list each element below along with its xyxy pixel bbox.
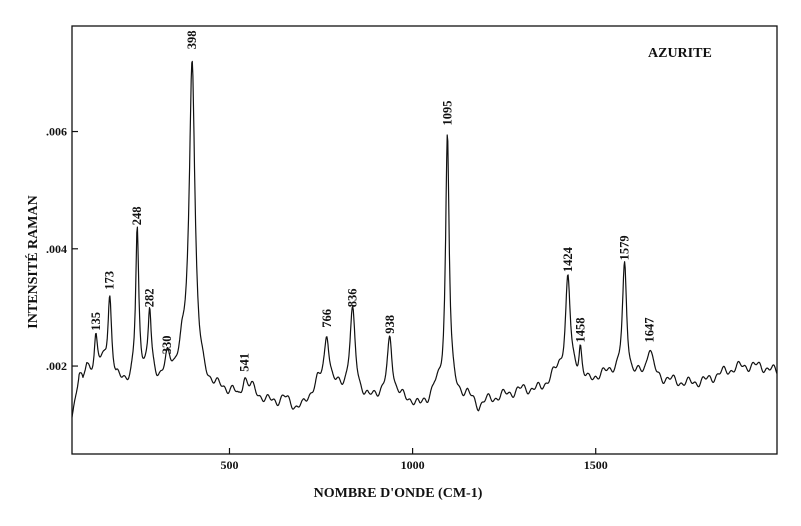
peak-label: 836 [346, 289, 360, 308]
y-tick-label: .006 [46, 125, 67, 139]
peak-label: 1095 [440, 101, 454, 126]
peak-label: 938 [383, 315, 397, 334]
peak-label: 1647 [643, 318, 657, 343]
peak-label: 282 [143, 289, 157, 308]
plot-frame [71, 25, 778, 455]
peak-label: 330 [160, 335, 174, 354]
x-tick-label: 1500 [584, 458, 608, 472]
peak-label: 173 [103, 271, 117, 290]
y-axis: .002 .004 .006 [46, 125, 78, 373]
x-axis: 500 1000 1500 [220, 448, 608, 472]
chart-title: AZURITE [648, 46, 712, 61]
x-tick-label: 1000 [401, 458, 425, 472]
y-tick-label: .002 [46, 359, 67, 373]
y-tick-label: .004 [46, 242, 67, 256]
peak-labels: 135 173 248 282 330 398 541 766 836 938 1095 1424 14… [89, 31, 657, 372]
peak-label: 1579 [618, 235, 632, 260]
x-tick-label: 500 [220, 458, 238, 472]
peak-label: 1424 [561, 246, 575, 272]
peak-label: 766 [320, 309, 334, 328]
peak-label: 248 [130, 206, 144, 225]
peak-label: 398 [185, 31, 199, 50]
spectrum-line [71, 60, 778, 418]
peak-label: 541 [238, 353, 252, 372]
peak-label: 135 [89, 312, 103, 331]
y-axis-title: INTENSITÉ RAMAN [24, 195, 41, 328]
peak-label: 1458 [573, 318, 587, 343]
x-axis-title: NOMBRE D'ONDE (CM-1) [314, 486, 483, 501]
